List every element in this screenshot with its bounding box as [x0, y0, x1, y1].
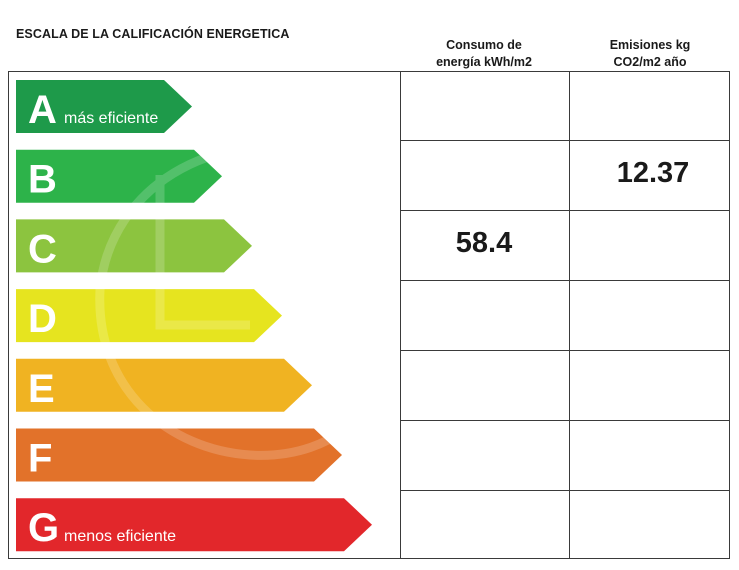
rating-bar-d: D: [16, 289, 282, 343]
rating-letter: B: [28, 158, 57, 202]
column-header-emissions: Emisiones kg CO2/m2 año: [566, 37, 734, 71]
rating-bar-shape: [16, 358, 312, 412]
column-header-energy-line2: energía kWh/m2: [436, 55, 532, 69]
emissions-value: 12.37: [616, 157, 690, 189]
chart-title: ESCALA DE LA CALIFICACIÓN ENERGETICA: [16, 27, 290, 41]
rating-bar-shape: [16, 149, 222, 203]
rating-letter: C: [28, 227, 57, 271]
rating-letter: E: [28, 367, 55, 411]
row-divider: [400, 210, 730, 211]
row-divider: [400, 280, 730, 281]
rating-bar-shape: [16, 289, 282, 343]
rating-bar-shape: [16, 80, 192, 133]
rating-bar-c: C: [16, 219, 252, 273]
rating-letter: G: [28, 506, 59, 550]
rating-bar-b: B: [16, 149, 222, 203]
watermark-logo: [95, 143, 348, 460]
rating-bar-shape: [16, 219, 252, 273]
column-divider-left: [400, 71, 401, 559]
rating-letter: A: [28, 88, 57, 132]
rating-bar-shape: [16, 428, 342, 482]
column-header-energy-line1: Consumo de: [446, 38, 522, 52]
row-divider: [400, 140, 730, 141]
rating-letter: D: [28, 297, 57, 341]
column-header-energy: Consumo de energía kWh/m2: [400, 37, 568, 71]
rating-letter: F: [28, 437, 52, 481]
column-header-emissions-line2: CO2/m2 año: [613, 55, 687, 69]
row-divider: [400, 350, 730, 351]
rating-bar-e: E: [16, 358, 312, 412]
column-header-emissions-line1: Emisiones kg: [609, 38, 691, 52]
rating-bar-f: F: [16, 428, 342, 482]
rating-note: menos eficiente: [64, 528, 176, 545]
row-divider: [400, 490, 730, 491]
row-divider: [400, 420, 730, 421]
column-divider-right: [569, 71, 570, 559]
table-frame: [8, 71, 730, 559]
rating-bar-shape: [16, 498, 372, 552]
energy-consumption-value: 58.4: [455, 227, 513, 259]
rating-note: más eficiente: [64, 110, 158, 127]
